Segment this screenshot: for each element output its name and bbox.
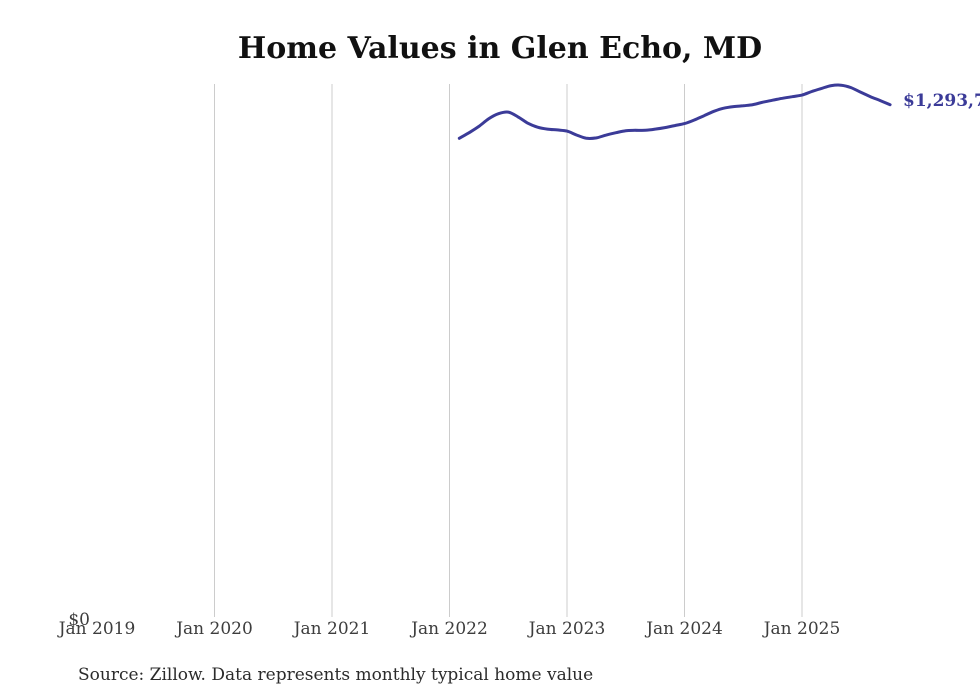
source-note: Source: Zillow. Data represents monthly …: [78, 665, 594, 685]
x-tick-label: Jan 2019: [58, 619, 136, 639]
x-tick-label: Jan 2023: [528, 619, 606, 639]
x-tick-label: Jan 2024: [646, 619, 723, 639]
chart-title: Home Values in Glen Echo, MD: [237, 31, 763, 66]
latest-value-label: $1,293,7: [903, 91, 980, 111]
x-tick-label: Jan 2025: [763, 619, 841, 639]
y-axis-zero-label: $0: [68, 610, 90, 630]
x-tick-label: Jan 2022: [411, 619, 488, 639]
x-tick-label: Jan 2021: [293, 619, 371, 639]
x-tick-label: Jan 2020: [176, 619, 253, 639]
home-value-line: [457, 83, 892, 140]
